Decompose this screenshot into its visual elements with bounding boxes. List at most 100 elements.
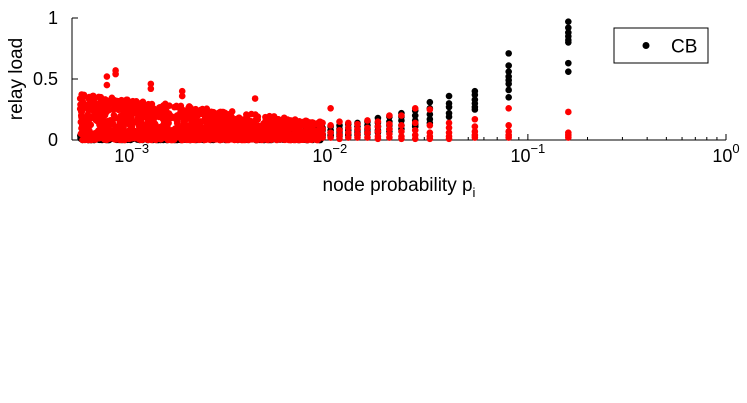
data-point <box>386 120 393 128</box>
x-tick-label: 100 <box>712 141 739 166</box>
data-point <box>121 97 128 105</box>
data-point <box>319 119 326 127</box>
data-point <box>101 136 108 143</box>
data-point <box>116 125 123 133</box>
data-point <box>261 127 269 135</box>
data-point <box>471 91 479 99</box>
data-point <box>565 68 572 75</box>
data-point <box>112 70 119 78</box>
data-point <box>156 111 164 119</box>
data-point <box>364 134 371 141</box>
data-point <box>186 128 193 136</box>
data-point <box>319 134 326 141</box>
data-point <box>251 95 259 102</box>
data-point <box>344 124 352 132</box>
data-point <box>79 98 87 106</box>
data-point <box>243 111 250 118</box>
data-point <box>505 68 512 75</box>
data-point <box>86 106 93 114</box>
data-point <box>505 104 512 112</box>
data-point <box>167 128 175 136</box>
data-point <box>505 94 512 101</box>
data-point <box>344 134 352 141</box>
data-point <box>93 134 101 141</box>
data-point <box>445 135 453 143</box>
y-tick-label: 0.5 <box>33 69 58 89</box>
data-point <box>87 131 95 139</box>
data-point <box>97 125 104 133</box>
data-point <box>354 134 361 141</box>
data-point <box>336 126 343 134</box>
series-cd <box>76 67 572 144</box>
data-point <box>84 101 92 108</box>
data-point <box>565 134 572 141</box>
data-point <box>471 134 479 141</box>
data-point <box>103 81 111 89</box>
data-point <box>172 126 180 133</box>
data-point <box>78 106 86 113</box>
data-point <box>374 123 382 130</box>
data-point <box>150 133 157 141</box>
data-point <box>505 62 512 69</box>
data-point <box>245 132 252 140</box>
data-point <box>178 108 186 115</box>
data-point <box>284 119 292 127</box>
data-point <box>159 130 167 138</box>
data-point <box>426 135 434 143</box>
data-point <box>344 119 352 127</box>
data-point <box>190 109 197 116</box>
data-point <box>269 135 277 142</box>
data-point <box>107 127 114 134</box>
data-point <box>411 126 419 134</box>
data-point <box>153 126 160 134</box>
data-point <box>336 135 343 143</box>
data-point <box>178 87 186 95</box>
data-point <box>165 135 172 143</box>
data-point <box>398 117 405 124</box>
data-point <box>565 18 572 25</box>
data-point <box>374 128 382 135</box>
data-point <box>240 127 248 134</box>
data-point <box>78 125 85 132</box>
data-point <box>398 112 405 119</box>
data-point <box>106 133 114 141</box>
data-point <box>87 96 95 103</box>
data-point <box>78 113 85 121</box>
data-point <box>196 130 204 137</box>
y-tick-label: 1 <box>48 8 58 28</box>
data-point <box>505 86 512 94</box>
data-point <box>187 116 195 124</box>
data-point <box>101 111 109 119</box>
data-point <box>147 80 155 88</box>
data-point <box>81 136 89 144</box>
data-point <box>180 116 188 123</box>
data-point <box>131 134 139 142</box>
data-point <box>505 50 512 57</box>
data-point <box>445 119 453 127</box>
data-point <box>398 128 405 135</box>
data-point <box>398 135 405 143</box>
data-point <box>127 112 135 119</box>
data-point <box>146 126 154 134</box>
data-point <box>251 117 259 124</box>
data-point <box>177 132 185 140</box>
data-point <box>266 112 273 120</box>
data-point <box>471 123 479 130</box>
data-point <box>136 136 144 144</box>
data-point <box>319 125 326 133</box>
data-point <box>445 92 453 100</box>
data-point <box>148 116 155 124</box>
data-point <box>471 106 479 113</box>
data-point <box>565 108 572 116</box>
y-axis-label: relay load <box>6 38 27 120</box>
data-point <box>354 125 361 133</box>
data-point <box>144 135 151 143</box>
data-point <box>327 134 334 141</box>
data-point <box>147 85 155 93</box>
data-point <box>273 115 281 123</box>
data-point <box>386 112 393 119</box>
data-point <box>173 116 180 124</box>
legend-label: CB <box>671 37 697 58</box>
data-point <box>505 134 512 141</box>
